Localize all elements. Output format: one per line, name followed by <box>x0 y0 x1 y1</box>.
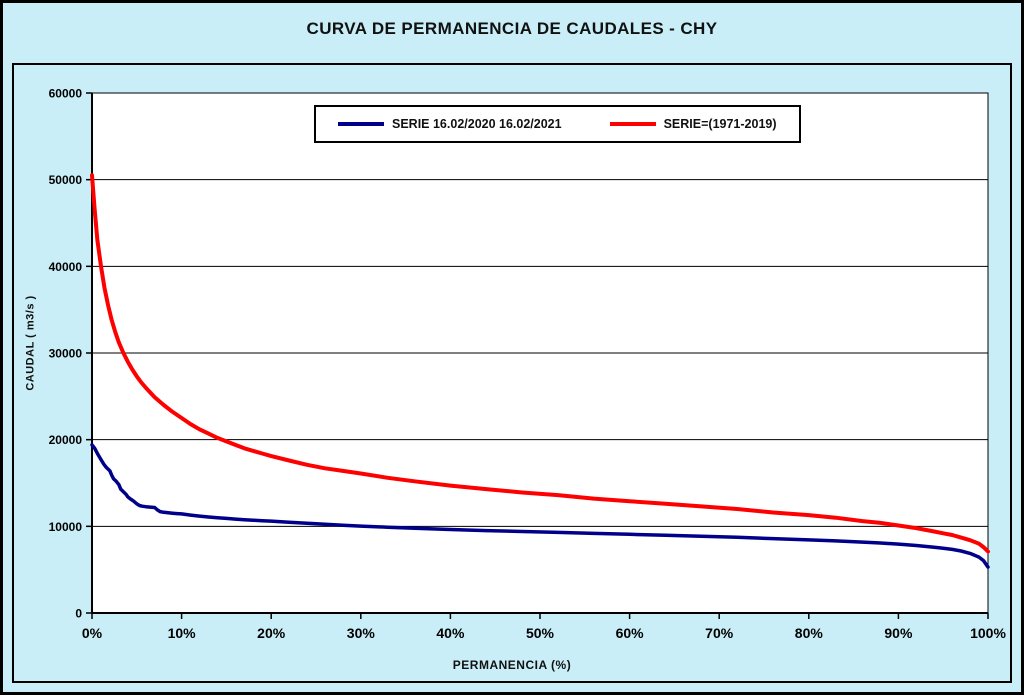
y-tick-label: 40000 <box>49 260 83 274</box>
x-tick-label: 0% <box>82 625 103 641</box>
series-line-1 <box>90 173 990 554</box>
legend-item-serie-1971-2019: SERIE=(1971-2019) <box>609 117 777 131</box>
x-tick-label: 70% <box>705 625 734 641</box>
series-line-0 <box>90 443 990 569</box>
x-tick-label: 90% <box>884 625 913 641</box>
legend-label-serie-2020-2021: SERIE 16.02/2020 16.02/2021 <box>392 117 562 131</box>
x-tick-label: 60% <box>616 625 645 641</box>
x-tick-label: 80% <box>795 625 824 641</box>
x-axis-label: PERMANENCIA (%) <box>452 658 572 672</box>
chart-box: 0 10000 20000 30000 40000 50000 60000 0% 10% 20% 3… <box>12 63 1012 683</box>
y-tick-label: 10000 <box>49 520 83 534</box>
y-tick-label: 60000 <box>49 87 83 101</box>
x-tick-label: 10% <box>168 625 197 641</box>
legend-label-serie-1971-2019: SERIE=(1971-2019) <box>663 117 777 131</box>
x-tick-label: 50% <box>526 625 555 641</box>
y-tick-label: 30000 <box>49 347 83 361</box>
legend-line-sample-blue <box>338 122 384 126</box>
legend: SERIE 16.02/2020 16.02/2021 SERIE=(1971-… <box>314 105 801 143</box>
y-tick-label: 20000 <box>49 433 83 447</box>
x-tick-label: 30% <box>347 625 376 641</box>
y-tick-label: 50000 <box>49 173 83 187</box>
chart-canvas: 0 10000 20000 30000 40000 50000 60000 0% 10% 20% 3… <box>49 87 1007 642</box>
x-tick-label: 100% <box>970 625 1006 641</box>
y-tick-label: 0 <box>75 607 82 621</box>
chart-title: CURVA DE PERMANENCIA DE CAUDALES - CHY <box>306 19 718 38</box>
x-tick-label: 20% <box>257 625 286 641</box>
x-tick-label: 40% <box>436 625 465 641</box>
legend-line-sample-red <box>609 122 656 126</box>
legend-item-serie-2020-2021: SERIE 16.02/2020 16.02/2021 <box>338 117 562 131</box>
